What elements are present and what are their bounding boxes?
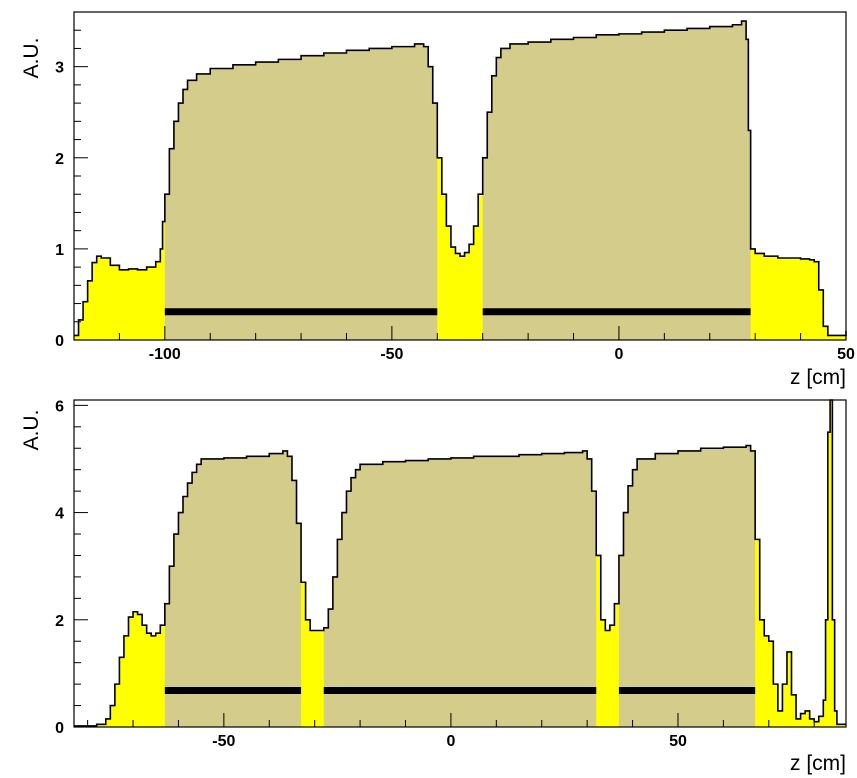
x-tick-label: 50 — [837, 346, 855, 363]
x-tick-label: -100 — [149, 346, 181, 363]
x-tick-label: -50 — [380, 346, 403, 363]
y-tick-label: 2 — [55, 613, 64, 630]
x-tick-label: -50 — [212, 733, 235, 750]
y-tick-label: 6 — [55, 398, 64, 415]
x-tick-label: 0 — [614, 346, 623, 363]
highlight-region-fill — [164, 400, 302, 727]
highlight-region-fill — [323, 400, 597, 727]
y-tick-label: 3 — [55, 60, 64, 77]
y-tick-label: 0 — [55, 333, 64, 350]
highlight-region-fill — [164, 21, 438, 340]
highlight-region-fill — [618, 400, 756, 727]
y-axis-label: A.U. — [20, 38, 43, 79]
y-tick-label: 0 — [55, 720, 64, 737]
top-histogram-panel: -100 -50 0 50 0 1 2 3 z [cm] A.U. — [20, 11, 855, 389]
plot-frame — [73, 399, 847, 728]
y-axis-label: A.U. — [20, 410, 43, 451]
x-tick-label: 0 — [446, 733, 455, 750]
x-axis-label: z [cm] — [790, 752, 846, 775]
histogram-outline — [74, 20, 847, 337]
histogram-outline — [74, 399, 846, 727]
bottom-histogram-panel: -50 0 50 0 2 4 6 z [cm] A.U. — [20, 398, 847, 775]
x-axis-label: z [cm] — [790, 366, 846, 389]
y-tick-label: 2 — [55, 151, 64, 168]
highlight-region-fill — [482, 21, 751, 340]
y-tick-label: 1 — [55, 242, 64, 259]
y-tick-label: 4 — [55, 506, 64, 523]
x-tick-label: 50 — [669, 733, 687, 750]
